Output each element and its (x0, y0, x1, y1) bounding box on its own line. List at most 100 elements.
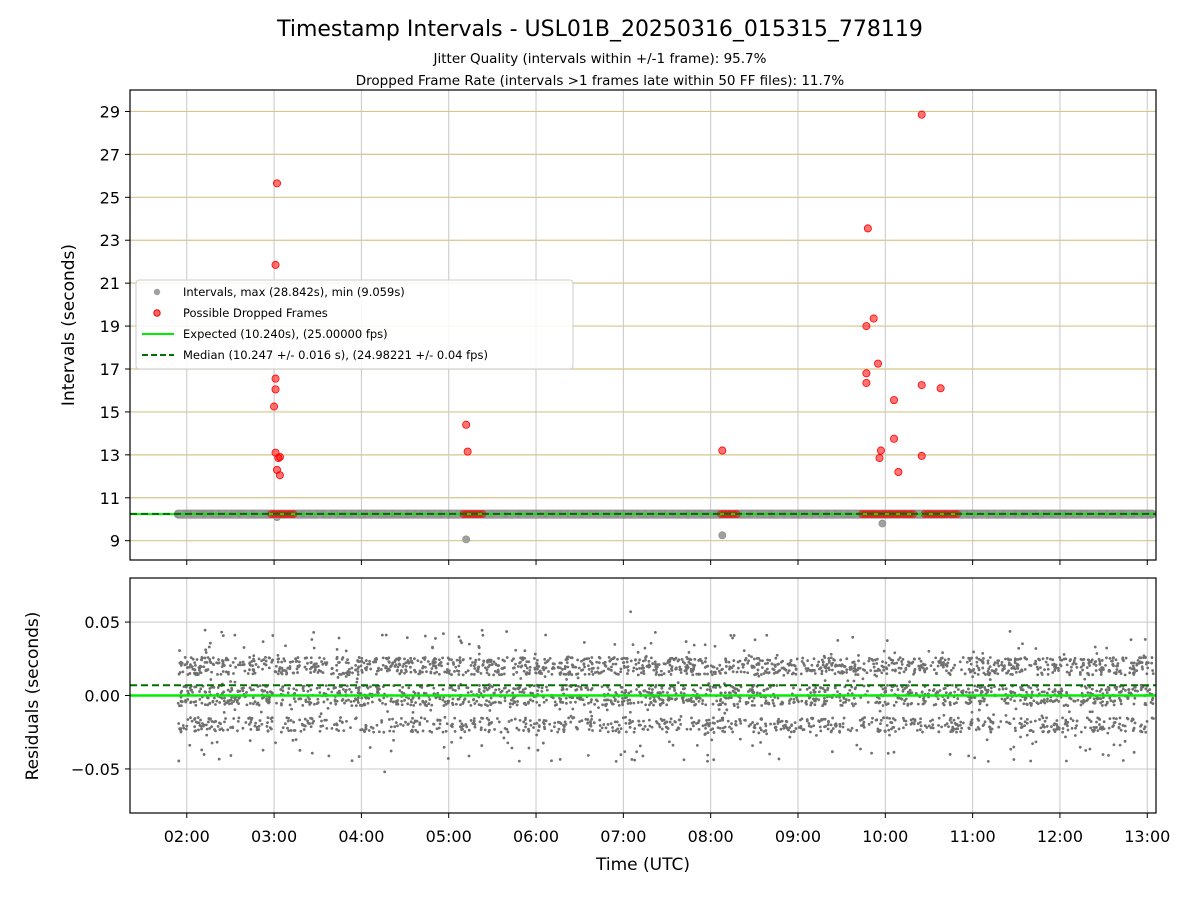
residual-point (565, 678, 568, 681)
residual-point (885, 672, 889, 676)
residual-point (706, 672, 709, 676)
residual-point (1088, 710, 1092, 714)
residual-point (1141, 667, 1144, 671)
residual-point (829, 730, 833, 734)
residual-point (454, 702, 458, 706)
residual-point (786, 671, 790, 675)
residual-point (344, 649, 348, 653)
residual-point (443, 670, 447, 674)
residual-point (819, 729, 823, 733)
residual-point (969, 657, 973, 660)
residual-point (357, 686, 361, 689)
residual-point (179, 691, 183, 695)
residual-point (483, 703, 487, 706)
residual-point (438, 722, 442, 726)
residual-point (728, 725, 731, 729)
residual-point (620, 685, 624, 689)
residual-point (1069, 665, 1073, 669)
residual-point (635, 750, 639, 754)
residual-point (488, 660, 492, 663)
residual-point (258, 719, 262, 722)
residual-point (981, 666, 985, 670)
residual-point (583, 672, 587, 676)
residual-point (274, 664, 278, 668)
residual-point (910, 721, 914, 725)
residual-point (604, 664, 608, 668)
residual-point (721, 701, 725, 705)
residual-point (947, 671, 951, 675)
residual-point (360, 696, 364, 700)
residual-point (302, 689, 306, 693)
residual-point (226, 699, 230, 703)
residual-point (583, 665, 587, 669)
residual-point (582, 640, 586, 644)
residual-point (199, 718, 202, 722)
residual-point (626, 702, 630, 705)
residual-point (322, 700, 326, 704)
residual-point (467, 642, 471, 646)
residual-point (617, 672, 620, 676)
residual-point (1005, 720, 1009, 724)
residual-point (898, 656, 902, 660)
residual-point (1009, 658, 1013, 662)
residual-point (257, 703, 261, 707)
residual-point (739, 670, 743, 674)
residual-point (497, 657, 501, 660)
residual-point (306, 661, 309, 665)
residual-point (1083, 677, 1087, 681)
residual-point (232, 672, 235, 675)
residual-point (1073, 734, 1077, 737)
residual-point (377, 666, 380, 670)
residual-point (868, 656, 871, 660)
residual-point (770, 662, 774, 666)
residual-point (231, 660, 235, 664)
residual-point (1021, 688, 1025, 692)
residual-point (949, 716, 953, 720)
residual-point (212, 686, 216, 689)
residual-point (595, 660, 599, 664)
residual-point (1101, 696, 1105, 699)
residual-point (1072, 699, 1076, 703)
residual-point (381, 656, 385, 660)
residual-point (355, 677, 359, 681)
residual-point (830, 668, 834, 672)
residual-point (1006, 701, 1010, 705)
residual-point (1055, 723, 1059, 726)
residual-point (631, 669, 635, 673)
residual-point (186, 673, 190, 676)
residual-point (977, 668, 981, 672)
residual-point (974, 728, 978, 732)
residual-point (210, 725, 214, 729)
residual-point (838, 671, 842, 675)
residual-point (522, 669, 526, 673)
residual-point (617, 723, 621, 727)
residual-point (208, 687, 212, 690)
residual-point (473, 660, 477, 664)
residual-point (526, 701, 530, 705)
residual-point (942, 713, 946, 717)
residual-point (560, 668, 564, 671)
residual-point (413, 720, 417, 723)
residual-point (215, 740, 219, 744)
residual-point (772, 704, 776, 708)
residual-point (446, 757, 450, 760)
residual-point (968, 691, 971, 695)
residual-point (775, 653, 779, 657)
residual-point (1052, 723, 1056, 727)
residual-point (777, 662, 780, 666)
residual-point (897, 658, 900, 662)
residual-point (763, 701, 767, 705)
residual-point (524, 672, 528, 676)
residual-point (718, 685, 722, 689)
residual-point (711, 727, 715, 731)
residual-point (450, 725, 454, 729)
residual-point (1056, 725, 1059, 729)
residual-point (514, 648, 518, 652)
residual-point (798, 688, 802, 692)
residual-point (1051, 658, 1055, 662)
residual-point (579, 685, 583, 689)
residual-point (660, 698, 664, 702)
residual-point (622, 664, 626, 668)
residual-point (1113, 720, 1117, 724)
residual-point (689, 667, 693, 671)
